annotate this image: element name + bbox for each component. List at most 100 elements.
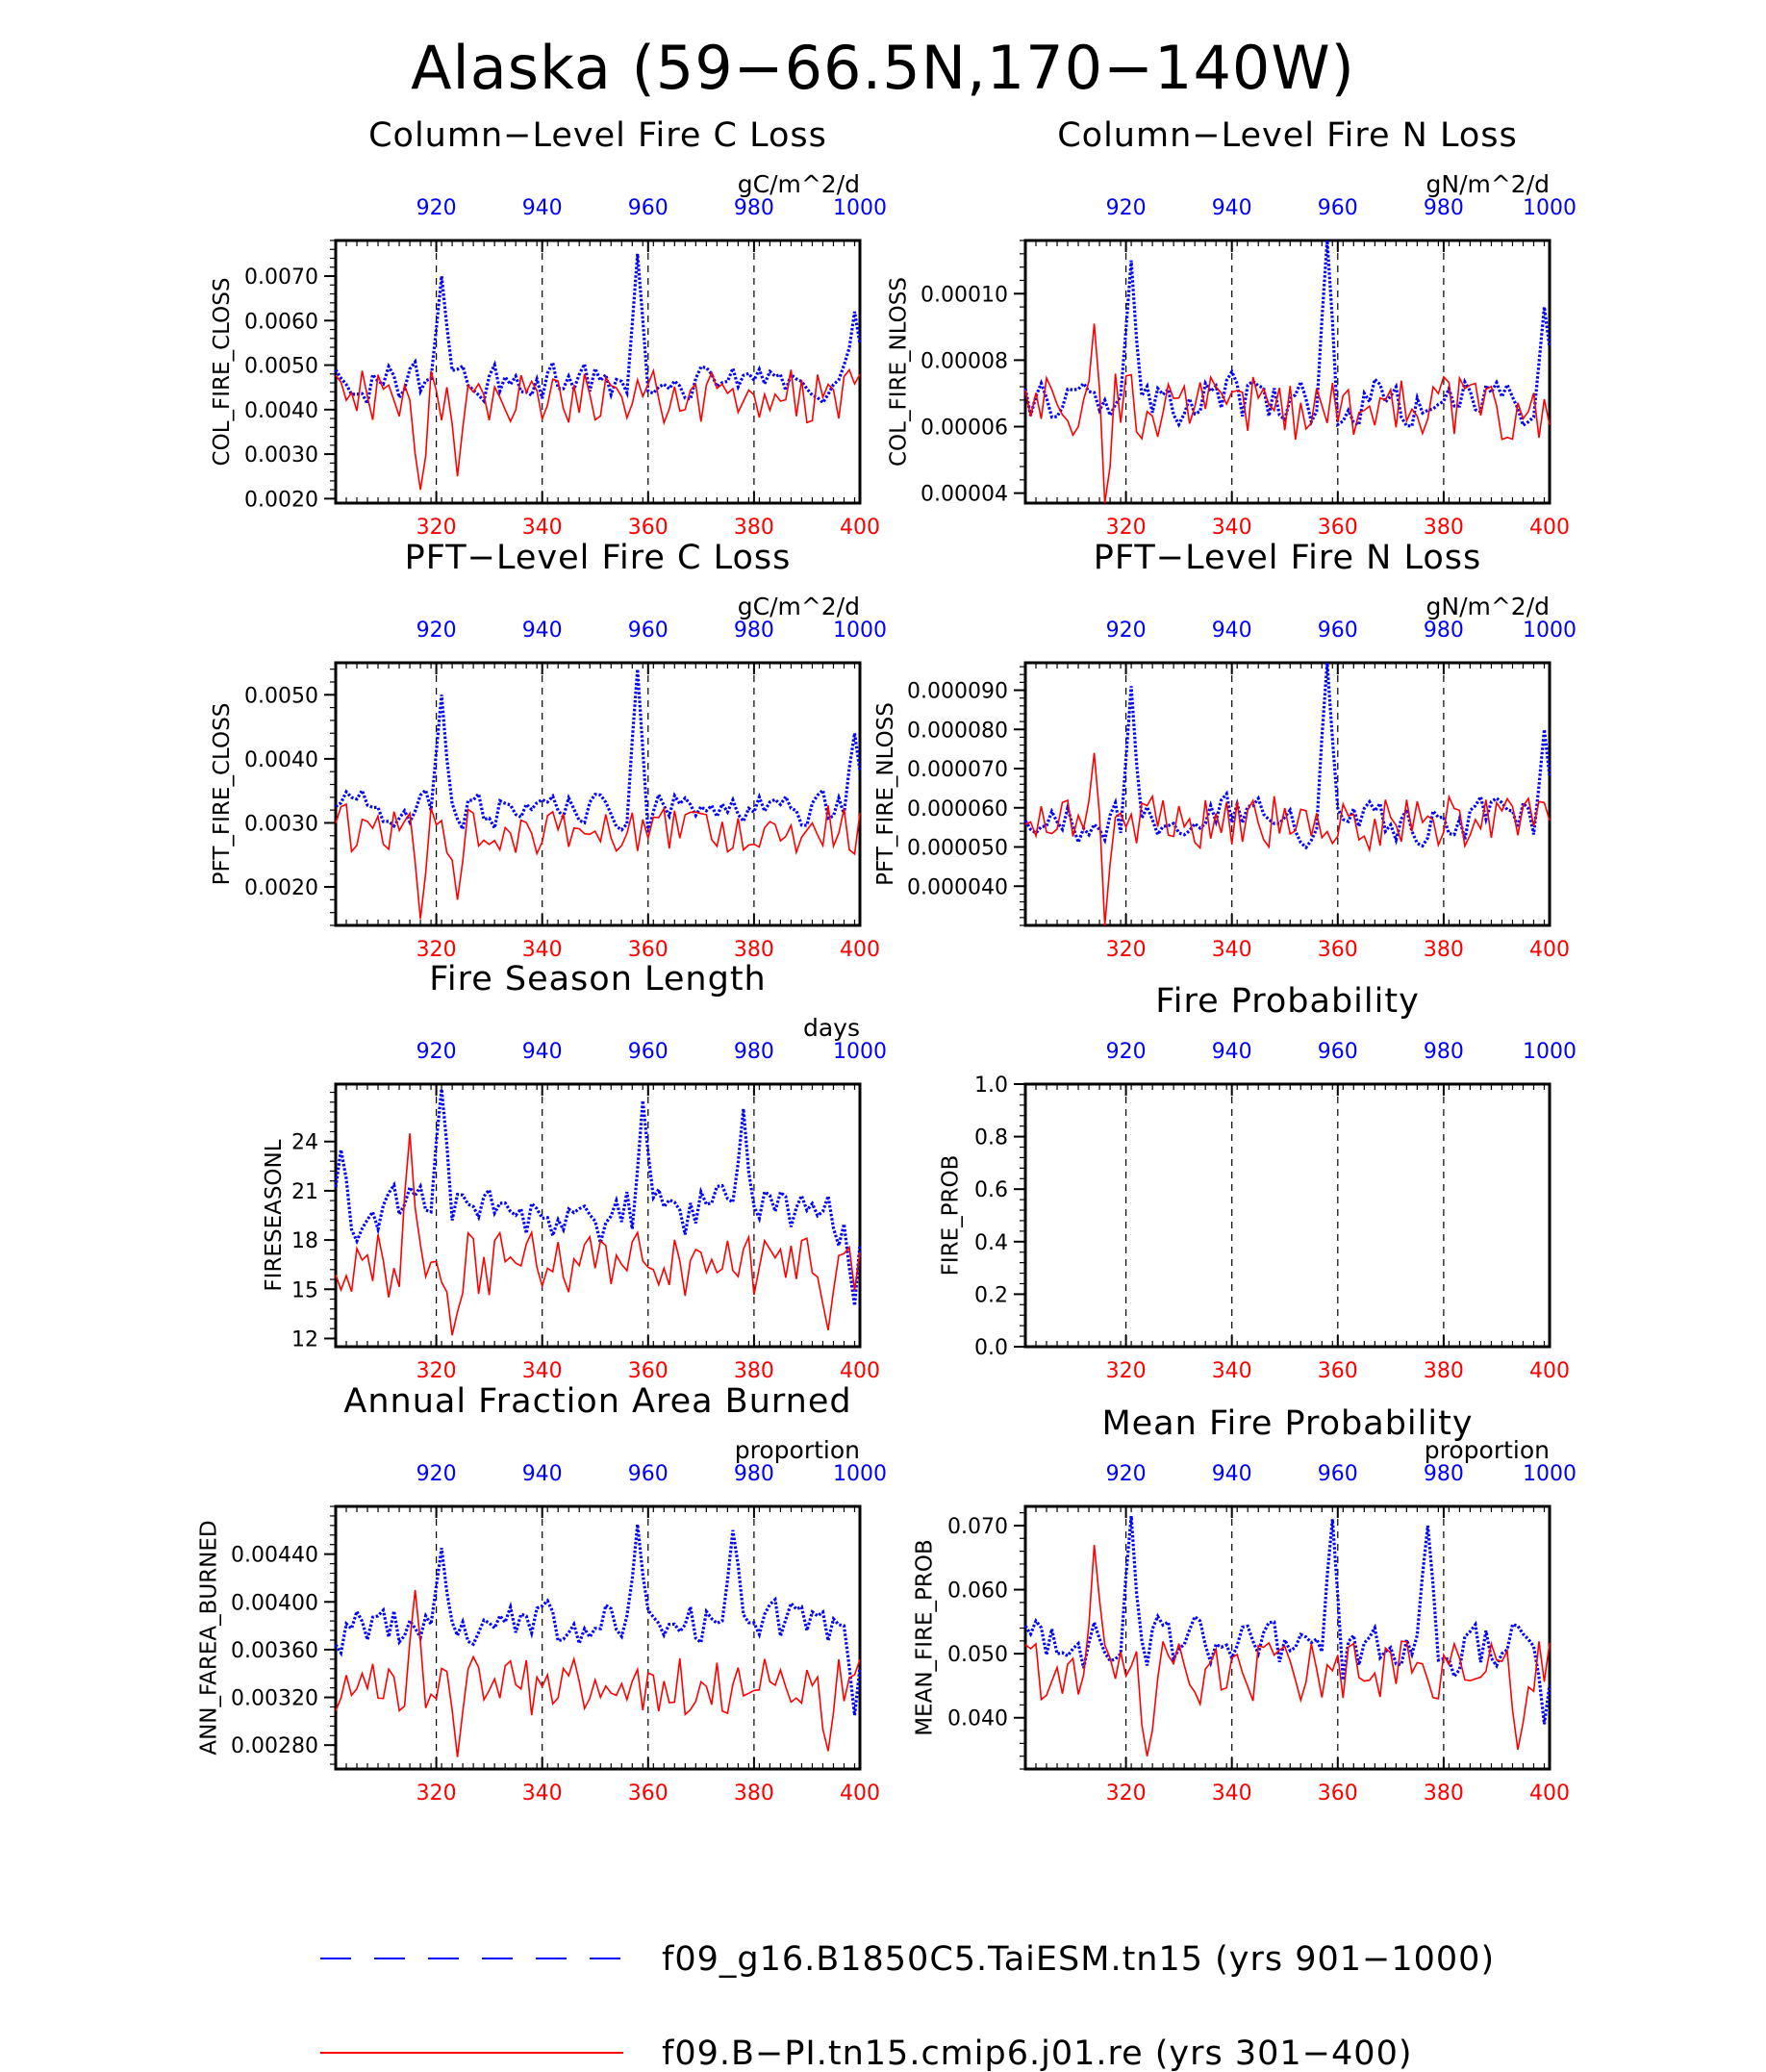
panel-title: PFT−Level Fire N Loss <box>1094 539 1482 577</box>
y-tick-label: 0.0040 <box>244 748 318 772</box>
x-top-tick-label: 980 <box>734 1040 774 1064</box>
x-tick-label: 340 <box>522 1359 563 1383</box>
legend: f09_g16.B1850C5.TaiESM.tn15 (yrs 901−100… <box>320 1940 1495 2072</box>
y-axis-label: COL_FIRE_CLOSS <box>210 278 235 467</box>
series-line-blue <box>334 253 862 409</box>
series-line-red <box>1024 752 1551 926</box>
y-tick-label: 0.0020 <box>244 876 318 900</box>
panel-title: Column−Level Fire N Loss <box>1057 116 1518 155</box>
y-tick-label: 0.0030 <box>244 443 318 467</box>
y-tick-label: 0.00320 <box>231 1687 318 1711</box>
x-top-tick-label: 960 <box>628 196 669 220</box>
x-tick-label: 340 <box>1212 1781 1252 1806</box>
x-tick-label: 340 <box>1212 516 1252 540</box>
panel-title: Fire Season Length <box>429 960 766 998</box>
panel-title: Column−Level Fire C Loss <box>368 116 827 155</box>
y-axis-label: PFT_FIRE_CLOSS <box>210 703 235 886</box>
y-tick-label: 0.040 <box>947 1707 1008 1731</box>
y-tick-label: 0.0050 <box>244 355 318 379</box>
y-tick-label: 0.000040 <box>907 875 1008 899</box>
x-tick-label: 320 <box>416 938 457 962</box>
panel-title: Fire Probability <box>1155 982 1420 1021</box>
y-tick-label: 0.2 <box>974 1283 1008 1307</box>
x-tick-label: 380 <box>1424 516 1464 540</box>
y-tick-label: 0.00006 <box>921 417 1008 441</box>
x-top-tick-label: 920 <box>1106 619 1147 643</box>
y-tick-label: 0.8 <box>974 1126 1008 1150</box>
x-tick-label: 340 <box>1212 938 1252 962</box>
y-tick-label: 18 <box>291 1229 318 1253</box>
series-line-red <box>335 367 861 491</box>
x-top-tick-label: 980 <box>734 1462 774 1486</box>
x-tick-label: 380 <box>734 1781 774 1806</box>
y-tick-label: 24 <box>291 1131 318 1155</box>
plot-frame <box>334 661 862 927</box>
units-label: proportion <box>735 1436 860 1464</box>
legend-label-2: f09.B−PI.tn15.cmip6.j01.re (yrs 301−400) <box>662 2034 1413 2072</box>
x-tick-label: 380 <box>734 516 774 540</box>
x-top-tick-label: 940 <box>522 619 563 643</box>
plot-frame <box>1023 1082 1552 1349</box>
x-top-tick-label: 980 <box>734 619 774 643</box>
panel-2: Column−Level Fire N Loss gN/m^2/d 320 920 34… <box>887 116 1577 540</box>
x-top-tick-label: 980 <box>734 196 774 220</box>
x-top-tick-label: 960 <box>1318 619 1358 643</box>
series-line-blue <box>334 1524 862 1716</box>
x-tick-label: 320 <box>1106 938 1147 962</box>
x-tick-label: 320 <box>1106 1781 1147 1806</box>
x-tick-label: 400 <box>840 1359 880 1383</box>
panel-title: Annual Fraction Area Burned <box>343 1382 851 1421</box>
x-top-tick-label: 940 <box>1212 619 1252 643</box>
y-tick-label: 0.4 <box>974 1231 1008 1255</box>
x-tick-label: 380 <box>734 938 774 962</box>
x-tick-label: 320 <box>1106 516 1147 540</box>
y-tick-label: 0.0040 <box>244 399 318 423</box>
y-tick-label: 0.0060 <box>244 310 318 334</box>
y-tick-label: 0.000090 <box>907 680 1008 704</box>
panel-4: PFT−Level Fire N Loss gN/m^2/d 320 920 340 94… <box>873 539 1577 962</box>
x-tick-label: 320 <box>416 1781 457 1806</box>
x-tick-label: 380 <box>734 1359 774 1383</box>
x-top-tick-label: 920 <box>416 1040 457 1064</box>
units-label: gN/m^2/d <box>1426 593 1551 620</box>
units-label: gC/m^2/d <box>738 593 860 620</box>
x-top-tick-label: 920 <box>416 1462 457 1486</box>
plot-frame <box>1023 239 1552 505</box>
series-line-red <box>1024 323 1551 504</box>
panel-title: Mean Fire Probability <box>1101 1404 1473 1443</box>
series-line-red <box>335 1589 861 1757</box>
y-tick-label: 0.0030 <box>244 812 318 836</box>
y-tick-label: 0.070 <box>947 1515 1008 1539</box>
y-tick-label: 0.060 <box>947 1579 1008 1604</box>
x-top-tick-label: 940 <box>522 196 563 220</box>
x-top-tick-label: 1000 <box>1523 1040 1577 1064</box>
series-line-red <box>335 1133 861 1336</box>
plot-frame <box>334 1082 862 1349</box>
panel-title: PFT−Level Fire C Loss <box>405 539 792 577</box>
x-tick-label: 340 <box>522 938 563 962</box>
series-line-red <box>1024 1544 1551 1756</box>
x-tick-label: 400 <box>840 516 880 540</box>
x-top-tick-label: 920 <box>416 619 457 643</box>
y-tick-label: 0.000080 <box>907 719 1008 743</box>
figure-title: Alaska (59−66.5N,170−140W) <box>411 33 1355 103</box>
x-top-tick-label: 1000 <box>833 196 887 220</box>
x-top-tick-label: 1000 <box>1523 196 1577 220</box>
series-line-blue <box>1023 240 1552 428</box>
x-tick-label: 320 <box>416 1359 457 1383</box>
y-axis-label: COL_FIRE_NLOSS <box>887 277 912 467</box>
legend-label-1: f09_g16.B1850C5.TaiESM.tn15 (yrs 901−100… <box>662 1940 1495 1979</box>
x-tick-label: 360 <box>628 938 669 962</box>
y-tick-label: 12 <box>291 1327 318 1352</box>
panel-7: Annual Fraction Area Burned proportion 320… <box>197 1382 888 1806</box>
x-tick-label: 340 <box>522 516 563 540</box>
x-top-tick-label: 1000 <box>833 619 887 643</box>
series-line-blue <box>335 669 862 834</box>
y-tick-label: 15 <box>291 1278 318 1302</box>
y-tick-label: 0.0 <box>974 1336 1008 1360</box>
x-tick-label: 400 <box>1529 1781 1570 1806</box>
x-tick-label: 360 <box>1318 938 1358 962</box>
series-line-blue <box>334 1088 862 1306</box>
x-top-tick-label: 920 <box>1106 1462 1147 1486</box>
